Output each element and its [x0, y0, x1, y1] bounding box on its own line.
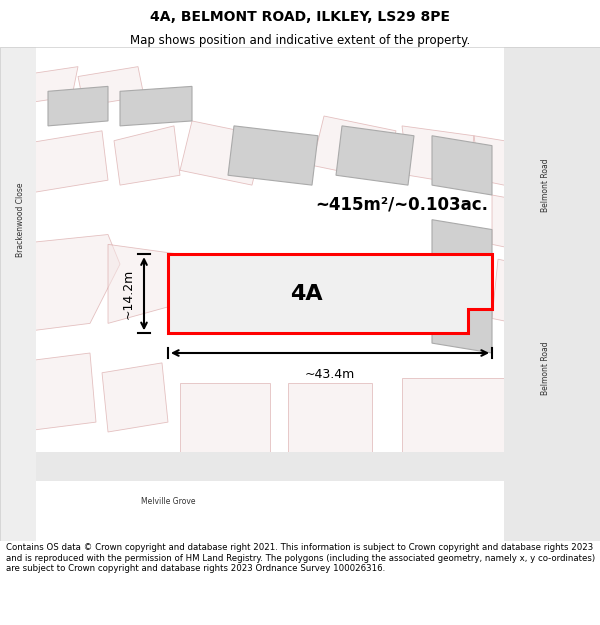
Text: Brackenwood Close: Brackenwood Close	[16, 182, 26, 257]
Text: Belmont Road: Belmont Road	[542, 158, 551, 212]
Text: ~415m²/~0.103ac.: ~415m²/~0.103ac.	[316, 196, 488, 214]
Polygon shape	[432, 294, 492, 353]
Text: Melville Grove: Melville Grove	[141, 497, 195, 506]
Polygon shape	[48, 86, 108, 126]
Polygon shape	[102, 363, 168, 432]
Polygon shape	[180, 121, 264, 185]
Text: ~14.2m: ~14.2m	[122, 269, 135, 319]
Bar	[0, 452, 600, 481]
Polygon shape	[78, 67, 144, 106]
Bar	[0, 47, 36, 541]
Polygon shape	[168, 254, 492, 333]
Polygon shape	[312, 116, 396, 180]
Bar	[504, 47, 600, 541]
Polygon shape	[108, 244, 180, 323]
Polygon shape	[336, 126, 414, 185]
Polygon shape	[492, 195, 546, 254]
Polygon shape	[120, 86, 192, 126]
Polygon shape	[492, 259, 546, 328]
Text: Map shows position and indicative extent of the property.: Map shows position and indicative extent…	[130, 34, 470, 47]
Text: 4A: 4A	[290, 284, 322, 304]
Polygon shape	[12, 353, 96, 432]
Polygon shape	[6, 67, 78, 106]
Polygon shape	[402, 126, 474, 185]
Text: ~43.4m: ~43.4m	[305, 368, 355, 381]
Polygon shape	[228, 126, 318, 185]
Polygon shape	[288, 382, 372, 452]
Polygon shape	[114, 126, 180, 185]
Polygon shape	[12, 234, 120, 333]
Polygon shape	[432, 136, 492, 195]
Polygon shape	[402, 378, 510, 466]
Polygon shape	[432, 219, 492, 279]
Polygon shape	[474, 136, 534, 190]
Text: 4A, BELMONT ROAD, ILKLEY, LS29 8PE: 4A, BELMONT ROAD, ILKLEY, LS29 8PE	[150, 10, 450, 24]
Text: Contains OS data © Crown copyright and database right 2021. This information is : Contains OS data © Crown copyright and d…	[6, 543, 595, 573]
Polygon shape	[12, 131, 108, 195]
Polygon shape	[180, 382, 270, 452]
Text: Belmont Road: Belmont Road	[542, 341, 551, 394]
